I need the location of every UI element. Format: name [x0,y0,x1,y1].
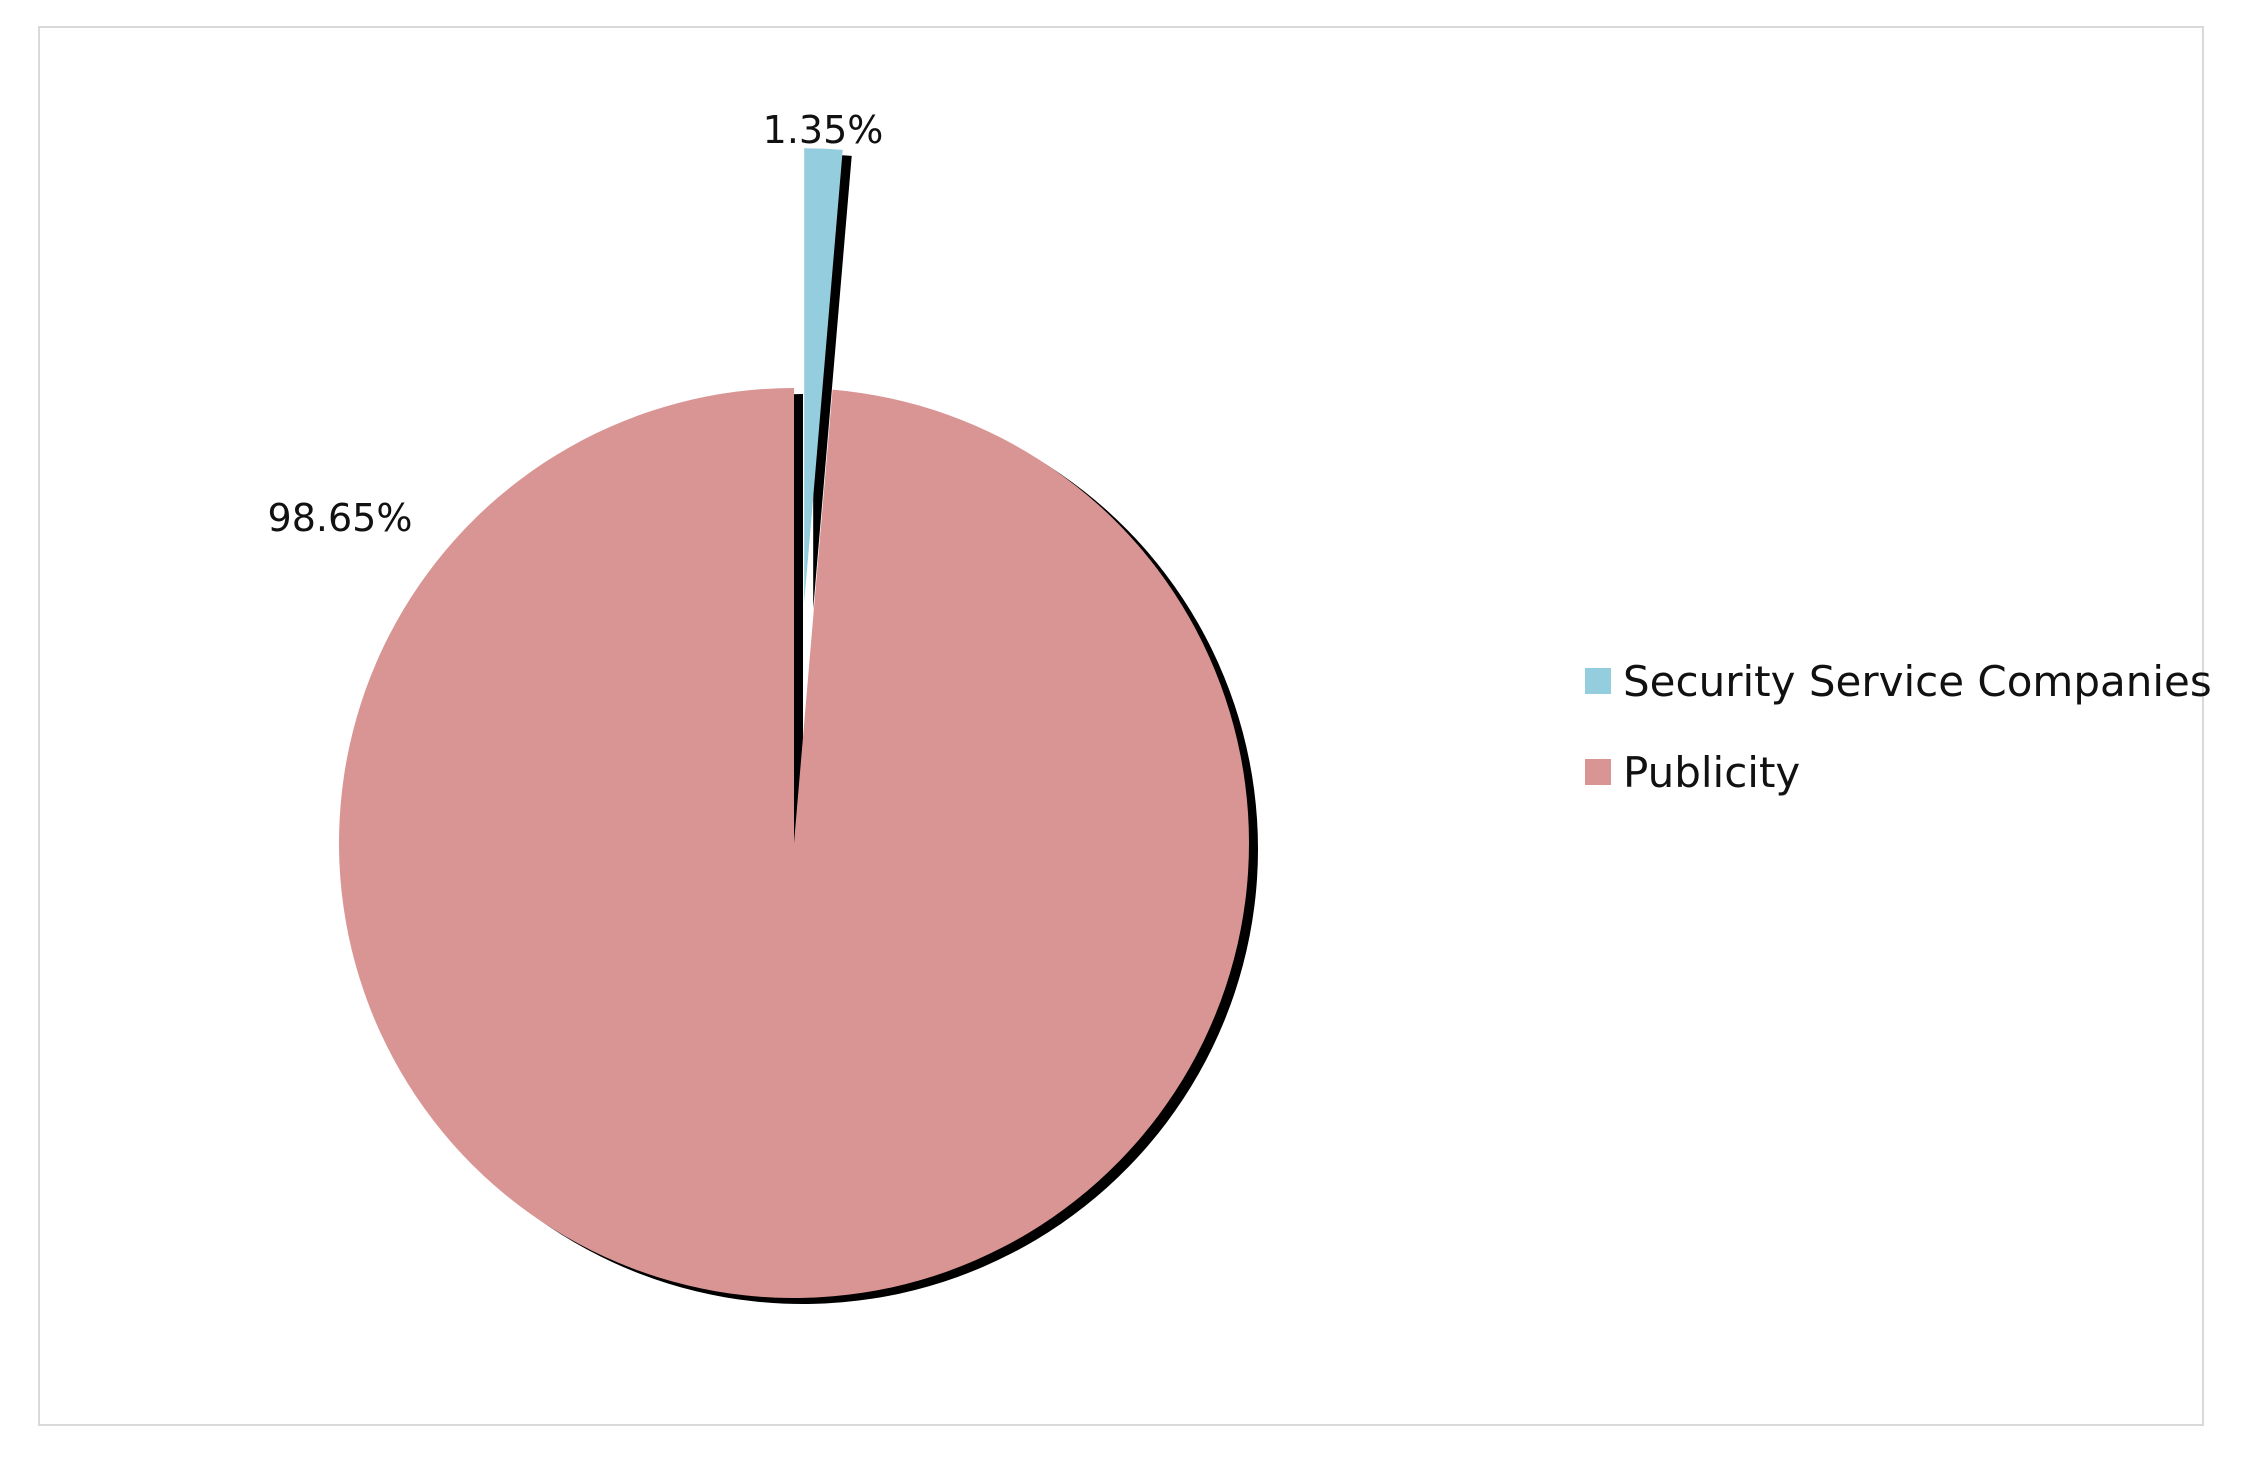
legend-item-publicity: Publicity [1585,748,1800,797]
pie-slice-security-service-companies [804,148,843,604]
pie-slice-publicity [339,388,1250,1299]
data-label-security-service-companies: 1.35% [763,108,884,152]
legend-swatch [1585,668,1611,694]
pie-slices [339,148,1250,1299]
legend: Security Service Companies Publicity [1585,657,2212,797]
data-labels: 1.35% 98.65% [268,108,884,540]
legend-label: Security Service Companies [1623,657,2212,706]
legend-item-security-service-companies: Security Service Companies [1585,657,2212,706]
legend-swatch [1585,759,1611,785]
data-label-publicity: 98.65% [268,496,413,540]
legend-label: Publicity [1623,748,1800,797]
